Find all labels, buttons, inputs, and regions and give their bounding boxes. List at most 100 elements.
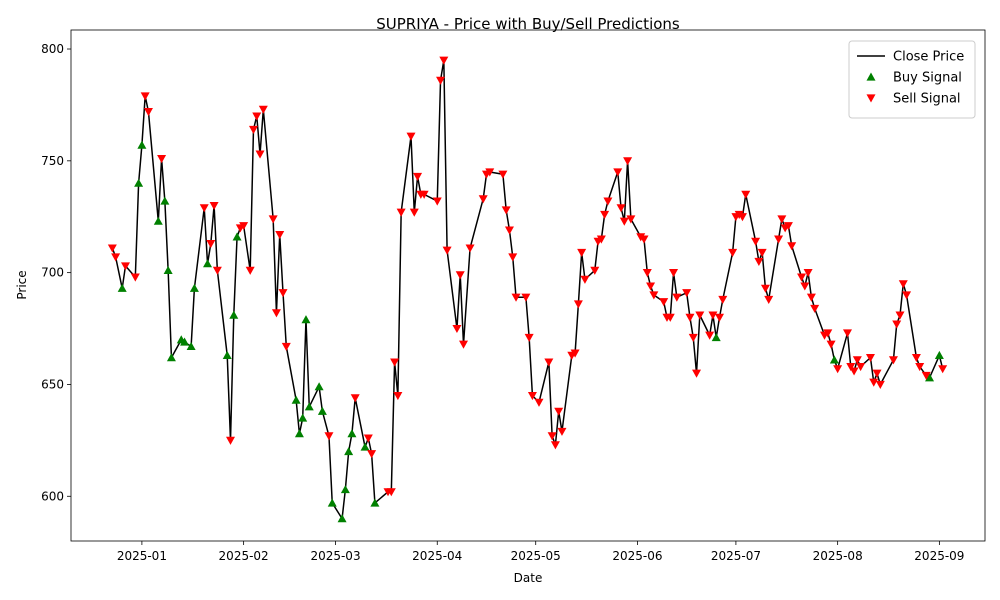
signal-marker — [252, 112, 262, 121]
signal-marker — [797, 273, 807, 282]
signal-marker — [278, 289, 288, 298]
signal-marker — [800, 282, 810, 291]
signal-marker — [557, 427, 567, 436]
signal-marker — [409, 208, 419, 217]
signal-marker — [619, 217, 629, 226]
signal-marker — [111, 253, 121, 262]
x-tick-label: 2025-08 — [813, 549, 863, 563]
signal-marker — [393, 392, 403, 401]
signal-marker — [107, 244, 117, 253]
signal-marker — [508, 253, 518, 262]
signal-marker — [718, 295, 728, 304]
signal-marker — [189, 283, 199, 292]
signal-marker — [436, 76, 446, 85]
signal-marker — [511, 293, 521, 302]
signal-marker — [685, 313, 695, 322]
signal-marker — [455, 271, 465, 280]
signal-marker — [459, 340, 469, 349]
signal-marker — [888, 356, 898, 365]
signal-marker — [291, 395, 301, 404]
signal-marker — [803, 269, 813, 278]
signal-marker — [304, 402, 314, 411]
signal-marker — [642, 269, 652, 278]
signal-marker — [665, 313, 675, 322]
signal-marker — [120, 262, 130, 271]
signal-marker — [711, 332, 721, 342]
x-tick-label: 2025-04 — [412, 549, 462, 563]
signal-marker — [245, 266, 255, 275]
signal-marker — [203, 259, 213, 268]
signal-marker — [902, 291, 912, 300]
x-tick-label: 2025-06 — [612, 549, 662, 563]
signal-marker — [603, 197, 613, 206]
signal-marker — [317, 406, 327, 415]
x-tick-label: 2025-07 — [711, 549, 761, 563]
signal-marker — [199, 204, 209, 213]
signal-marker — [915, 362, 925, 372]
signal-marker — [298, 413, 308, 422]
y-tick-label: 800 — [41, 42, 64, 56]
signal-marker — [925, 373, 935, 382]
signal-marker — [534, 398, 544, 407]
signal-marker — [248, 125, 258, 135]
y-tick-label: 650 — [41, 377, 64, 391]
signal-marker — [714, 313, 724, 322]
signal-marker — [898, 280, 908, 289]
signal-marker — [206, 239, 216, 249]
signal-marker — [275, 231, 285, 240]
signal-marker — [672, 293, 682, 302]
signal-marker — [826, 340, 836, 349]
signal-marker — [130, 273, 140, 282]
y-tick-label: 750 — [41, 154, 64, 168]
signal-marker — [432, 197, 442, 206]
signal-marker — [550, 441, 560, 450]
signal-marker — [527, 392, 537, 401]
signal-marker — [225, 436, 235, 445]
signal-marker — [554, 407, 564, 416]
signal-marker — [865, 354, 875, 363]
signal-marker — [465, 244, 475, 253]
signal-marker — [842, 329, 852, 338]
x-tick-label: 2025-05 — [511, 549, 561, 563]
signal-marker — [823, 329, 833, 338]
signal-marker — [452, 324, 462, 334]
signal-marker — [268, 215, 278, 224]
signal-marker — [327, 498, 337, 507]
signal-marker — [134, 178, 144, 187]
signal-marker — [626, 215, 636, 224]
signal-marker — [140, 92, 150, 101]
signal-marker — [222, 350, 232, 359]
signal-marker — [623, 157, 633, 166]
signal-marker — [498, 170, 508, 179]
plot-frame — [70, 29, 986, 542]
signal-marker — [846, 362, 856, 372]
legend-label: Close Price — [893, 50, 964, 65]
signal-marker — [163, 265, 173, 275]
signal-marker — [521, 293, 531, 302]
signal-marker — [737, 213, 747, 222]
signal-marker — [934, 350, 944, 359]
signal-marker — [360, 442, 370, 451]
legend-box — [848, 40, 976, 119]
signal-marker — [337, 514, 347, 523]
x-tick-label: 2025-02 — [219, 549, 269, 563]
signal-marker — [255, 150, 265, 159]
x-tick-label: 2025-09 — [914, 549, 964, 563]
signal-marker — [485, 168, 495, 177]
y-axis-label: Price — [15, 270, 29, 299]
signal-marker — [281, 342, 291, 351]
signal-marker — [439, 56, 449, 65]
signal-marker — [370, 498, 380, 507]
signal-marker — [524, 333, 534, 342]
signal-marker — [646, 282, 656, 291]
signal-marker — [787, 242, 797, 251]
signal-marker — [232, 232, 242, 241]
y-tick-label: 700 — [41, 266, 64, 280]
signal-marker — [180, 337, 190, 346]
signal-marker — [639, 235, 649, 244]
signal-marker — [833, 365, 843, 374]
signal-marker — [166, 353, 176, 362]
signal-marker — [872, 369, 882, 378]
signal-marker — [229, 310, 239, 319]
